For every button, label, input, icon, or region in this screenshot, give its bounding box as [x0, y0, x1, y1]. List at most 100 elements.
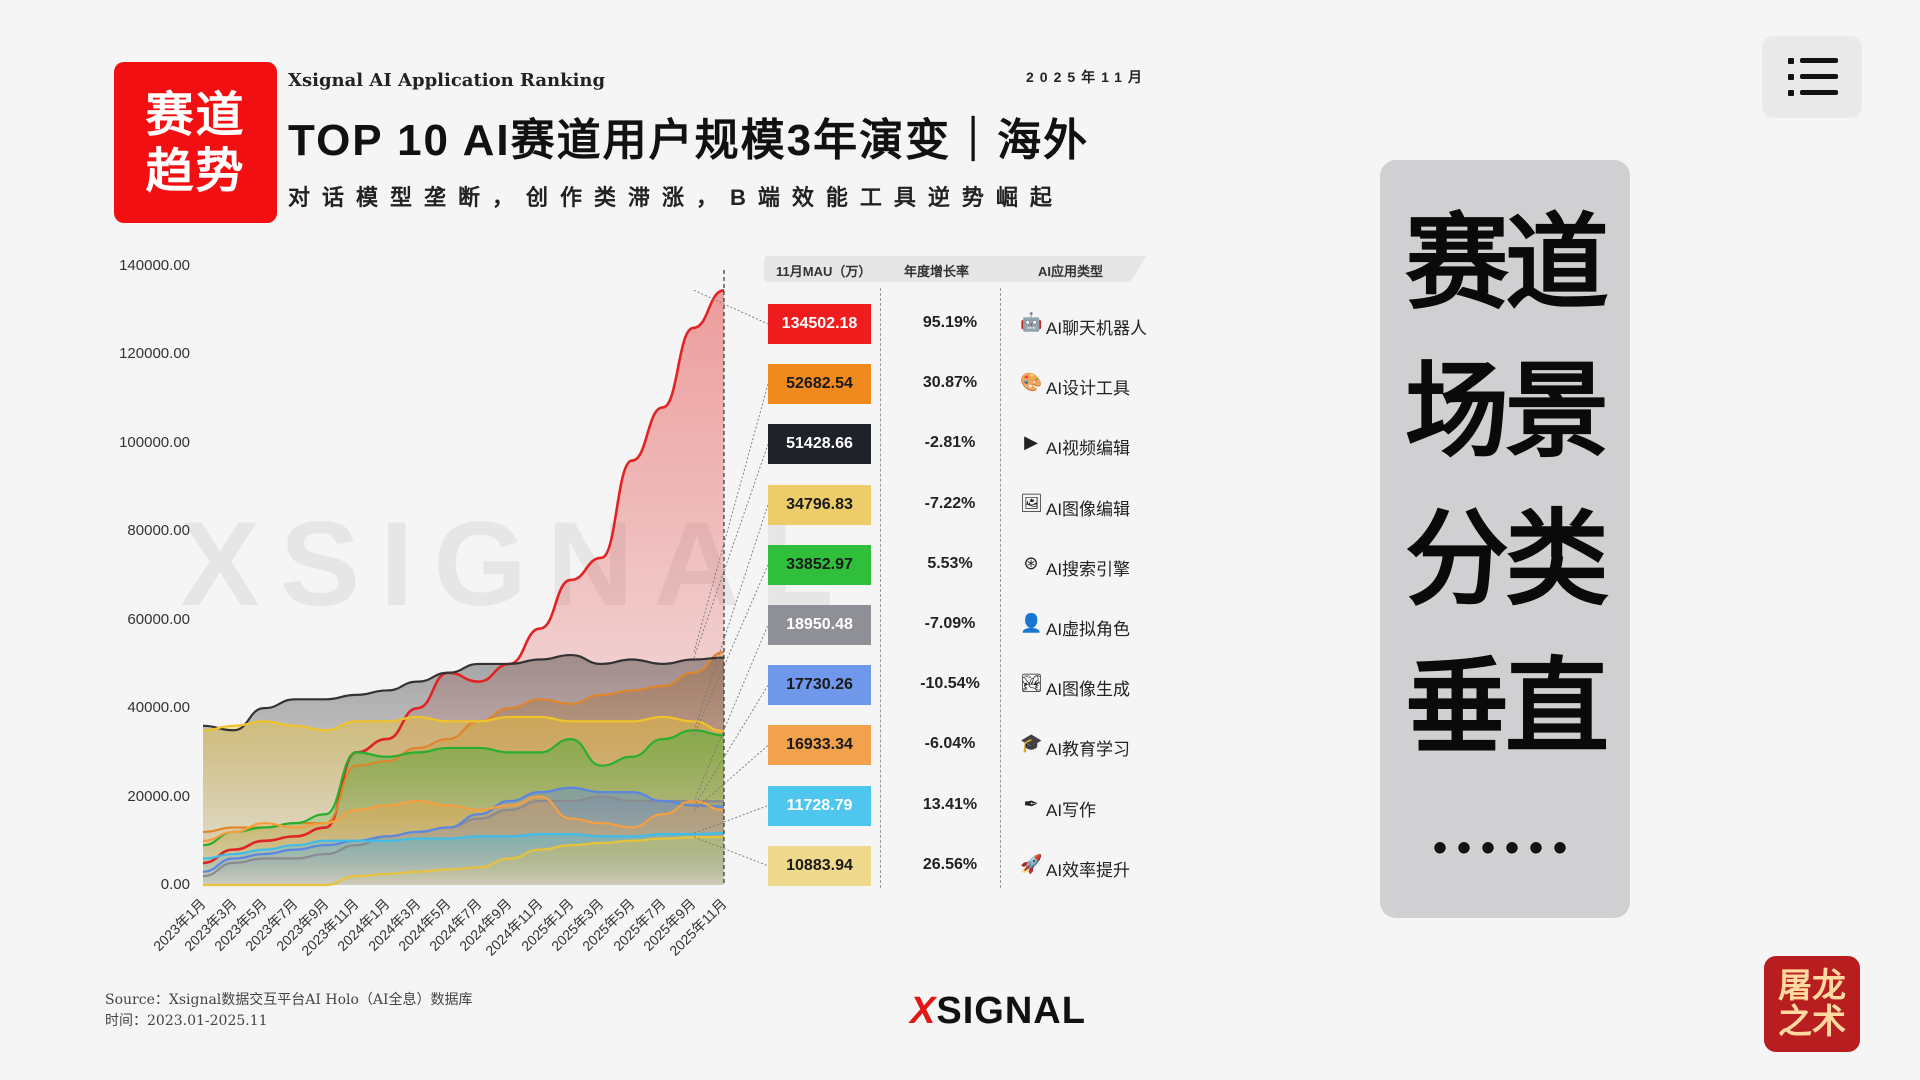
- category-label: AI虚拟角色: [1046, 620, 1131, 639]
- side-word: 赛道: [1404, 201, 1609, 324]
- rocket-icon: 🚀: [1020, 853, 1043, 874]
- xsignal-logo: XSIGNAL: [910, 990, 1086, 1033]
- category-label: AI视频编辑: [1046, 439, 1131, 459]
- series-area: [203, 836, 724, 885]
- growth-rate: -2.81%: [924, 434, 976, 452]
- y-tick-label: 100000.00: [119, 433, 190, 451]
- series-line: [202, 786, 725, 873]
- picture-icon: 🏞: [1020, 673, 1043, 694]
- category-label: AI图像编辑: [1046, 499, 1131, 519]
- seal-line2: 之术: [1778, 1002, 1846, 1042]
- graduation-icon: 🎓: [1020, 733, 1043, 754]
- category-label: AI图像生成: [1046, 680, 1131, 700]
- series-line: [202, 795, 725, 878]
- side-word: 场景: [1404, 349, 1609, 472]
- col-growth-header: 年度增长率: [904, 264, 970, 279]
- table-row: 11728.79 13.41% ✒ AI写作: [768, 785, 1158, 826]
- leader-line: [693, 289, 769, 325]
- category-label: AI写作: [1046, 800, 1097, 820]
- report-date: 2025年11月: [1026, 69, 1148, 85]
- table-row: 51428.66 -2.81% ▶ AI视频编辑: [768, 424, 1158, 465]
- palette-icon: 🎨: [1020, 372, 1043, 393]
- source-note: Source：Xsignal数据交互平台AI Holo（AI全息）数据库 时间：…: [105, 990, 473, 1032]
- growth-rate: 95.19%: [922, 314, 978, 331]
- mau-value: 34796.83: [768, 484, 871, 525]
- side-word: 垂直: [1404, 645, 1609, 768]
- page-title: TOP 10 AI赛道用户规模3年演变｜海外: [288, 116, 1090, 165]
- series-line: [202, 289, 725, 865]
- mau-value: 18950.48: [768, 605, 871, 645]
- badge-line2: 趋势: [145, 142, 246, 199]
- pen-icon: ✒: [1023, 793, 1039, 814]
- growth-rate: -6.04%: [924, 735, 976, 753]
- page-subtitle: 对话模型垄断，创作类滞涨，B端效能工具逆势崛起: [288, 185, 1064, 210]
- mau-value: 134502.18: [768, 304, 871, 344]
- category-label: AI效率提升: [1046, 860, 1131, 880]
- series-line: [202, 832, 725, 860]
- series-line: [202, 729, 725, 847]
- growth-rate: 30.87%: [922, 374, 978, 392]
- table-row: 33852.97 5.53% ⊛ AI搜索引擎: [768, 544, 1158, 585]
- col-mau-header: 11月MAU（万）: [776, 264, 872, 279]
- table-row: 34796.83 -7.22% 🖼 AI图像编辑: [768, 484, 1158, 525]
- table-row: 16933.34 -6.04% 🎓 AI教育学习: [768, 725, 1158, 766]
- leader-line: [693, 745, 769, 811]
- leader-line: [693, 836, 769, 867]
- leader-line: [693, 564, 769, 736]
- growth-rate: -10.54%: [920, 675, 980, 693]
- column-divider: [880, 288, 881, 888]
- seal-line1: 屠龙: [1778, 966, 1846, 1006]
- area-chart: [202, 270, 769, 887]
- mau-value: 51428.66: [768, 424, 871, 465]
- period-text: 时间：2023.01-2025.11: [105, 1013, 268, 1029]
- category-label: AI教育学习: [1046, 740, 1131, 760]
- y-tick-label: 60000.00: [127, 610, 190, 628]
- menu-button[interactable]: [1762, 36, 1862, 118]
- leader-line: [693, 444, 769, 658]
- logo-text: SIGNAL: [936, 990, 1086, 1032]
- table-row: 52682.54 30.87% 🎨 AI设计工具: [768, 364, 1158, 405]
- brand-line: Xsignal AI Application Ranking: [288, 70, 606, 91]
- mau-value: 11728.79: [768, 785, 871, 826]
- logo-x: X: [910, 990, 937, 1032]
- category-label: AI搜索引擎: [1046, 559, 1131, 579]
- table-row: 134502.18 95.19% 🤖 AI聊天机器人: [768, 304, 1158, 344]
- seal-logo: 屠龙 之术: [1764, 956, 1860, 1052]
- column-divider: [1000, 288, 1001, 888]
- series-line: [202, 795, 725, 842]
- leader-line: [693, 805, 769, 834]
- series-line: [202, 835, 725, 887]
- y-tick-label: 40000.00: [127, 699, 190, 717]
- table-row: 17730.26 -10.54% 🏞 AI图像生成: [768, 665, 1158, 706]
- mau-value: 17730.26: [768, 665, 871, 706]
- growth-rate: 5.53%: [927, 554, 973, 572]
- table-row: 18950.48 -7.09% 👤 AI虚拟角色: [768, 605, 1158, 645]
- mau-value: 52682.54: [768, 364, 871, 405]
- search-engine-icon: ⊛: [1023, 552, 1039, 573]
- growth-rate: -7.22%: [924, 494, 976, 512]
- category-label: AI设计工具: [1046, 379, 1131, 399]
- col-type-header: AI应用类型: [1038, 264, 1104, 279]
- side-word: 分类: [1404, 497, 1609, 620]
- y-tick-label: 140000.00: [119, 257, 190, 274]
- y-tick-label: 0.00: [160, 876, 190, 893]
- table-header: 11月MAU（万） 年度增长率 AI应用类型: [764, 256, 1146, 282]
- ellipsis-dots: ••••••: [1432, 826, 1578, 870]
- y-tick-label: 80000.00: [127, 522, 190, 540]
- growth-rate: 26.56%: [922, 855, 978, 873]
- series-line: [202, 653, 725, 732]
- badge-line1: 赛道: [145, 86, 246, 143]
- source-text: Source：Xsignal数据交互平台AI Holo（AI全息）数据库: [105, 992, 473, 1008]
- series-line: [202, 715, 725, 733]
- image-edit-icon: 🖼: [1020, 492, 1043, 513]
- category-label: AI聊天机器人: [1046, 319, 1148, 338]
- growth-rate: -7.09%: [924, 615, 976, 632]
- mau-value: 33852.97: [768, 544, 871, 585]
- side-panel: 赛道 场景 分类 垂直 ••••••: [1380, 160, 1630, 918]
- y-tick-label: 20000.00: [127, 787, 190, 805]
- mau-value: 10883.94: [768, 845, 871, 886]
- section-badge: 赛道 趋势: [114, 62, 277, 223]
- table-row: 10883.94 26.56% 🚀 AI效率提升: [768, 845, 1158, 886]
- growth-rate: 13.41%: [922, 795, 978, 813]
- robot-icon: 🤖: [1020, 312, 1043, 332]
